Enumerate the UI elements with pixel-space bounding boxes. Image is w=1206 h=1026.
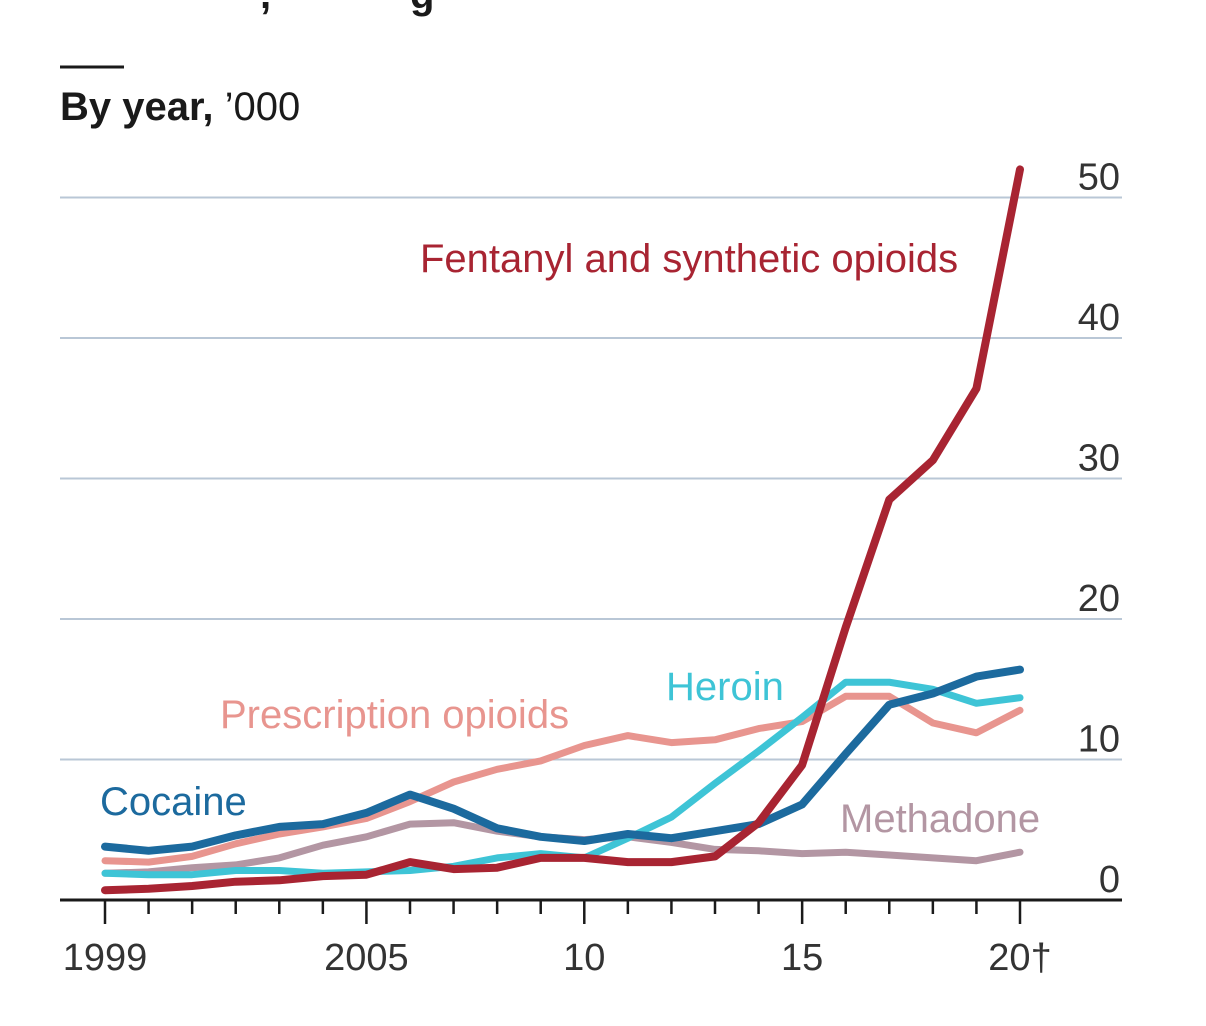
x-tick-label-2005: 2005 (324, 937, 409, 979)
y-tick-label-50: 50 (1078, 157, 1120, 199)
series-lines (101, 165, 1024, 895)
clipped-title-fragment-2: g (410, 0, 434, 17)
y-tick-label-0: 0 (1099, 859, 1120, 901)
x-axis: 1999 2005 10 15 20† (60, 898, 1122, 979)
series-label-prescription-opioids: Prescription opioids (220, 693, 569, 737)
subtitle-bold: By year, (60, 85, 213, 129)
series-line-cocaine (101, 665, 1024, 855)
series-label-methadone: Methadone (840, 797, 1040, 841)
y-tick-label-40: 40 (1078, 297, 1120, 339)
x-tick-label-2015: 15 (781, 937, 823, 979)
chart-subtitle: By year, ’000 (60, 85, 300, 129)
x-tick-label-2020: 20† (988, 937, 1051, 979)
series-label-fentanyl-and-synthetic-opioids: Fentanyl and synthetic opioids (420, 237, 958, 281)
x-tick-label-1999: 1999 (63, 937, 148, 979)
y-tick-label-10: 10 (1078, 719, 1120, 761)
y-tick-label-20: 20 (1078, 578, 1120, 620)
series-labels: Methadone Prescription opioids Heroin Cocai… (100, 237, 1040, 841)
series-line-fentanyl-and-synthetic-opioids (101, 165, 1024, 895)
series-label-cocaine: Cocaine (100, 780, 247, 824)
clipped-title-fragment: , (260, 0, 271, 17)
series-line-prescription-opioids (101, 692, 1024, 866)
y-axis-labels: 0 10 20 30 40 50 (1078, 157, 1120, 902)
series-label-heroin: Heroin (666, 665, 784, 709)
gridlines (60, 196, 1122, 761)
subtitle-unit: ’000 (213, 85, 300, 129)
x-tick-label-2010: 10 (563, 937, 605, 979)
y-tick-label-30: 30 (1078, 438, 1120, 480)
